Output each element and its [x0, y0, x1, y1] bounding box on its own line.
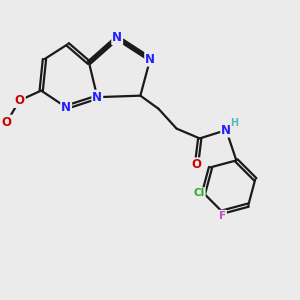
Text: H: H — [230, 118, 238, 128]
Text: O: O — [191, 158, 202, 171]
Text: N: N — [221, 124, 231, 136]
Text: N: N — [61, 101, 71, 114]
Text: F: F — [219, 211, 226, 220]
Text: O: O — [14, 94, 25, 107]
Text: Cl: Cl — [194, 188, 205, 198]
Text: N: N — [145, 52, 155, 66]
Text: N: N — [112, 31, 122, 44]
Text: O: O — [14, 94, 25, 107]
Text: N: N — [92, 91, 102, 104]
Text: O: O — [2, 116, 12, 129]
